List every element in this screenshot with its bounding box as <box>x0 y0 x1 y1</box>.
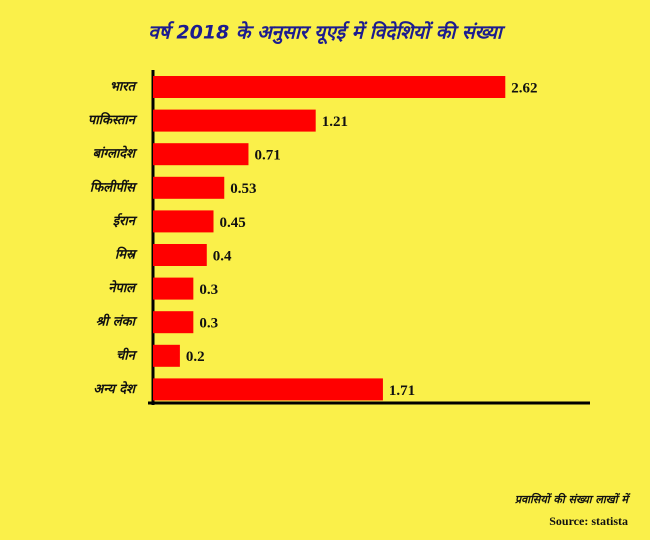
value-label: 0.53 <box>230 181 256 197</box>
y-tick-label: फिलीपींस <box>90 179 138 195</box>
bar <box>153 109 316 132</box>
bar <box>153 76 506 98</box>
source: Source: statista <box>549 514 628 528</box>
y-tick-label: चीन <box>116 347 138 363</box>
y-tick-label: नेपाल <box>108 280 138 296</box>
y-tick-label: मिस्र <box>115 247 138 263</box>
y-tick-label: श्री लंका <box>96 314 138 330</box>
value-label: 1.21 <box>322 114 348 130</box>
bar <box>153 244 207 266</box>
bar <box>153 176 225 199</box>
bar <box>153 277 194 300</box>
bar <box>153 210 214 233</box>
value-label: 0.71 <box>254 148 280 164</box>
y-tick-label: पाकिस्तान <box>88 112 138 128</box>
bar <box>153 344 180 367</box>
y-tick-label: भारत <box>110 80 138 95</box>
chart-title: वर्ष 2018 के अनुसार यूएई में विदेशियों क… <box>148 21 506 45</box>
value-label: 0.3 <box>199 282 218 298</box>
value-label: 0.3 <box>199 316 218 332</box>
value-label: 0.2 <box>186 349 205 365</box>
note: प्रवासियों की संख्या लाखों में <box>515 492 631 506</box>
y-tick-label: बांग्लादेश <box>93 146 139 162</box>
bar <box>153 378 383 401</box>
value-label: 2.62 <box>511 80 537 96</box>
value-label: 1.71 <box>389 383 415 399</box>
y-tick-label: अन्य देश <box>93 381 138 397</box>
value-label: 0.4 <box>213 248 232 264</box>
y-tick-label: ईरान <box>113 213 138 229</box>
value-label: 0.45 <box>220 215 246 231</box>
bar <box>153 143 249 166</box>
bar <box>153 311 194 334</box>
